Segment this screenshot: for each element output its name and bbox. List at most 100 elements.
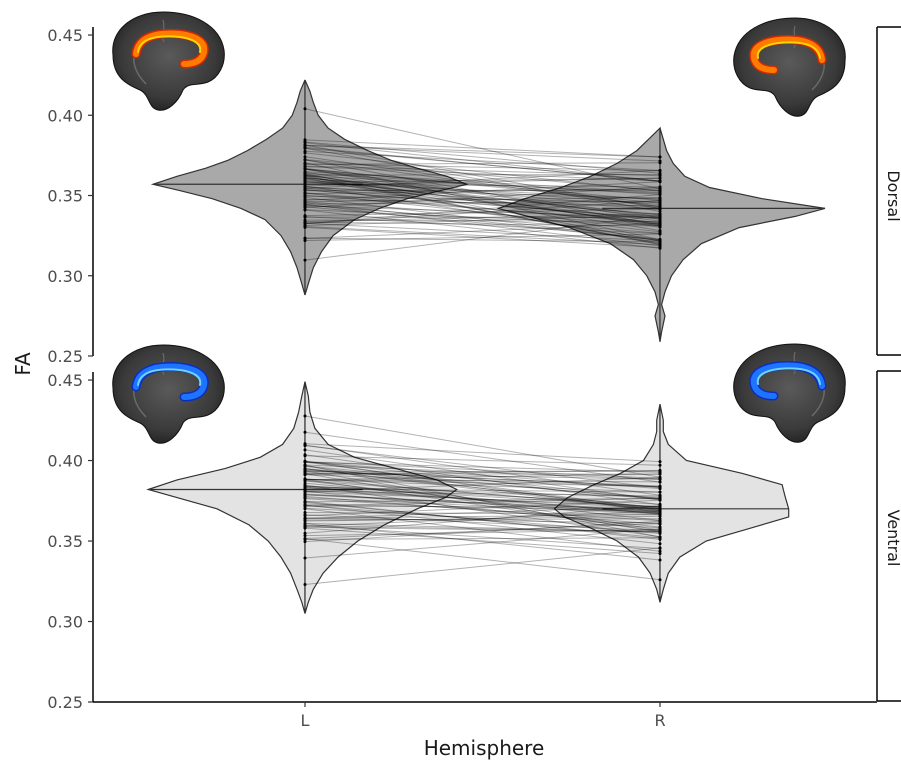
panel-dorsal: [150, 79, 826, 342]
subject-point-L: [303, 206, 307, 209]
subject-line: [304, 464, 661, 480]
subject-line: [304, 222, 661, 242]
subject-line: [304, 142, 661, 182]
subject-line: [304, 480, 661, 521]
subject-point-R: [658, 197, 662, 201]
subject-point-R: [658, 530, 662, 534]
subject-line: [304, 501, 661, 539]
y-tick-label: 0.25: [47, 347, 83, 366]
subject-point-L: [303, 537, 307, 541]
subject-point-R: [658, 239, 662, 243]
subject-line: [304, 177, 661, 209]
subject-line: [304, 181, 661, 200]
subject-line: [304, 538, 661, 581]
subject-line: [304, 147, 661, 182]
brain-thumbnail-icon: [733, 343, 846, 443]
subject-point-R: [658, 497, 662, 501]
subject-line: [304, 188, 661, 195]
subject-line: [304, 505, 661, 534]
subject-line: [304, 485, 661, 505]
strip-label-ventral: Ventral: [884, 510, 901, 567]
subject-line: [304, 505, 661, 519]
subject-line: [304, 499, 661, 517]
subject-point-L: [303, 143, 307, 147]
subject-line: [304, 461, 661, 479]
subject-line: [304, 500, 661, 540]
subject-line: [304, 178, 661, 222]
subject-line: [304, 493, 661, 514]
subject-line: [304, 168, 661, 220]
subject-line: [304, 181, 661, 201]
brain-thumbnails: [112, 11, 846, 444]
axes: 0.25 0.30 0.35 0.40 0.45 0.25 0.30 0.35 0.40 0.45…: [47, 26, 877, 730]
subject-line: [304, 213, 661, 223]
subject-point-L: [303, 463, 307, 467]
subject-line: [304, 477, 661, 493]
y-tick-label: 0.45: [47, 371, 83, 390]
subject-line: [304, 179, 661, 216]
subject-line: [304, 526, 661, 533]
subject-line: [304, 196, 661, 242]
subject-line: [304, 192, 661, 225]
subject-line: [304, 504, 661, 545]
subject-line: [304, 172, 661, 195]
subject-point-R: [658, 493, 662, 497]
subject-line: [304, 219, 661, 222]
subject-line: [304, 512, 661, 515]
subject-point-R: [658, 549, 662, 553]
subject-point-R: [658, 214, 662, 218]
x-axis-title: Hemisphere: [424, 736, 545, 760]
subject-point-L: [303, 208, 307, 212]
subject-line: [304, 461, 661, 490]
subject-point-L: [303, 179, 307, 183]
subject-line: [304, 205, 661, 218]
subject-point-R: [658, 558, 662, 562]
subject-line: [304, 489, 661, 509]
strip-label-dorsal: Dorsal: [884, 170, 901, 221]
subject-line: [304, 146, 661, 183]
subject-line: [304, 522, 661, 539]
subject-line: [304, 209, 661, 227]
subject-line: [304, 174, 661, 231]
subject-line: [304, 173, 661, 242]
subject-point-R: [658, 209, 662, 213]
subject-line: [304, 216, 661, 235]
subject-line: [304, 176, 661, 225]
subject-line: [304, 503, 661, 512]
subject-point-L: [303, 518, 307, 522]
subject-point-L: [303, 477, 307, 481]
subject-line: [304, 175, 661, 245]
subject-line: [304, 197, 661, 203]
violin-ventral-R-right-half: [659, 404, 790, 603]
subject-line: [304, 145, 661, 162]
subject-line: [304, 202, 661, 241]
subject-line: [304, 490, 661, 528]
subject-point-R: [658, 507, 662, 511]
subject-line: [304, 183, 661, 188]
subject-line: [304, 152, 661, 192]
subject-line: [304, 505, 661, 508]
subject-line: [304, 203, 661, 247]
subject-point-L: [303, 414, 307, 418]
y-axis-title: FA: [11, 352, 35, 376]
subject-point-L: [303, 430, 307, 434]
subject-line: [304, 189, 661, 220]
subject-point-R: [658, 225, 662, 229]
subject-line: [304, 215, 661, 261]
subject-line: [304, 200, 661, 225]
subject-point-R: [658, 201, 662, 205]
strip-dorsal: Dorsal: [876, 26, 901, 356]
subject-point-L: [303, 170, 307, 174]
subject-line: [304, 547, 661, 585]
subject-point-L: [303, 503, 307, 507]
subject-line: [304, 449, 661, 501]
subject-point-R: [658, 477, 662, 481]
subject-point-L: [303, 107, 307, 111]
subject-line: [304, 494, 661, 514]
subject-point-L: [303, 138, 307, 142]
subject-point-L: [303, 221, 307, 225]
subject-point-L: [303, 500, 307, 504]
subject-line: [304, 495, 661, 525]
y-tick-label: 0.40: [47, 452, 83, 471]
